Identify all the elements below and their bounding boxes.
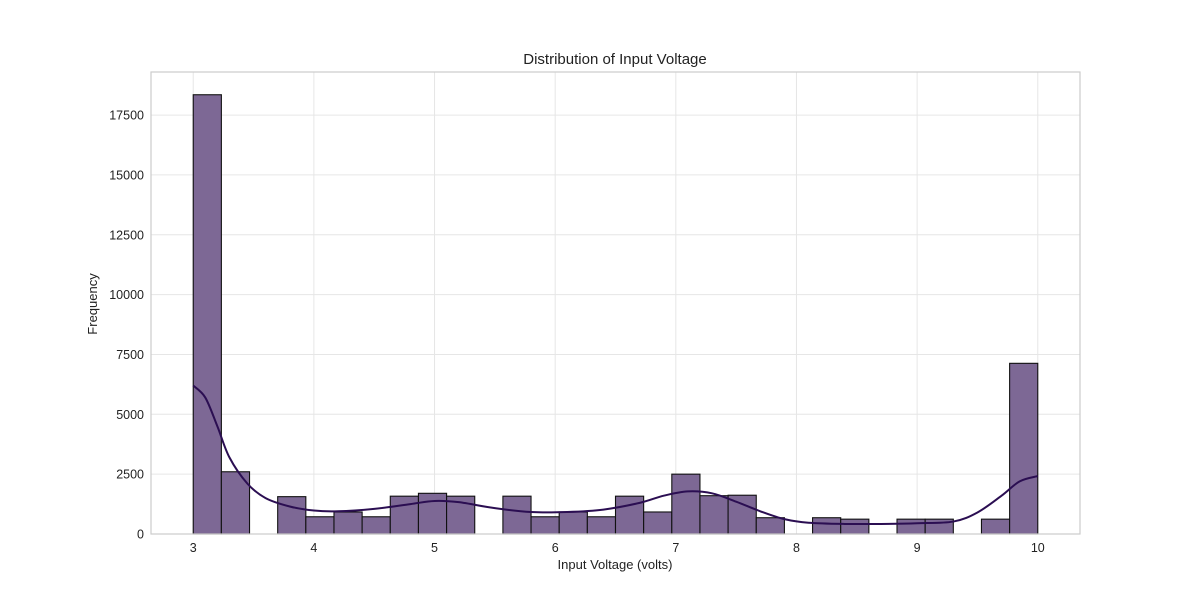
histogram-bar [586, 516, 617, 535]
y-tick-label: 7500 [116, 348, 144, 362]
x-tick-label: 8 [793, 541, 800, 555]
histogram-bar [305, 516, 335, 535]
histogram-bar [896, 518, 926, 535]
histogram-bar [558, 511, 588, 535]
y-tick-label: 15000 [109, 168, 144, 182]
histogram-bar [502, 495, 532, 535]
y-tick-label: 0 [137, 528, 144, 542]
histogram-bar [530, 516, 560, 535]
histogram-bar [671, 473, 701, 535]
y-tick-label: 12500 [109, 228, 144, 242]
histogram-bar [840, 518, 870, 535]
histogram-bar [277, 496, 307, 535]
histogram-bar [699, 495, 729, 535]
x-tick-label: 9 [914, 541, 921, 555]
histogram-bar [361, 516, 391, 535]
y-axis-label: Frequency [85, 273, 100, 335]
histogram-bar [1009, 362, 1039, 535]
kde-curve [192, 384, 1039, 526]
y-tick-label: 5000 [116, 408, 144, 422]
x-tick-label: 3 [190, 541, 197, 555]
y-tick-label: 17500 [109, 109, 144, 123]
histogram-bar [755, 517, 785, 535]
y-tick-label: 10000 [109, 288, 144, 302]
x-tick-label: 10 [1031, 541, 1045, 555]
x-tick-label: 6 [552, 541, 559, 555]
histogram-bar [417, 492, 448, 535]
chart-title: Distribution of Input Voltage [523, 51, 706, 68]
kde-layer [192, 384, 1039, 526]
histogram-bar [980, 518, 1011, 535]
histogram-bar [389, 495, 419, 535]
histogram-bar [643, 511, 673, 535]
x-axis-label: Input Voltage (volts) [558, 557, 673, 572]
y-tick-labels: 0 2500 5000 7500 10000 12500 15000 17500 [109, 109, 144, 542]
x-tick-label: 7 [672, 541, 679, 555]
x-tick-labels: 3 4 5 6 7 8 9 10 [190, 541, 1045, 555]
plot-frame [150, 71, 1081, 535]
bars-layer [192, 94, 1039, 535]
histogram-bar [812, 517, 842, 535]
x-tick-label: 5 [431, 541, 438, 555]
histogram-bar [192, 94, 222, 535]
histogram-bar [614, 495, 645, 535]
grid-layer [151, 72, 1080, 535]
y-tick-label: 2500 [116, 468, 144, 482]
histogram-bar [333, 511, 363, 535]
x-tick-label: 4 [310, 541, 317, 555]
